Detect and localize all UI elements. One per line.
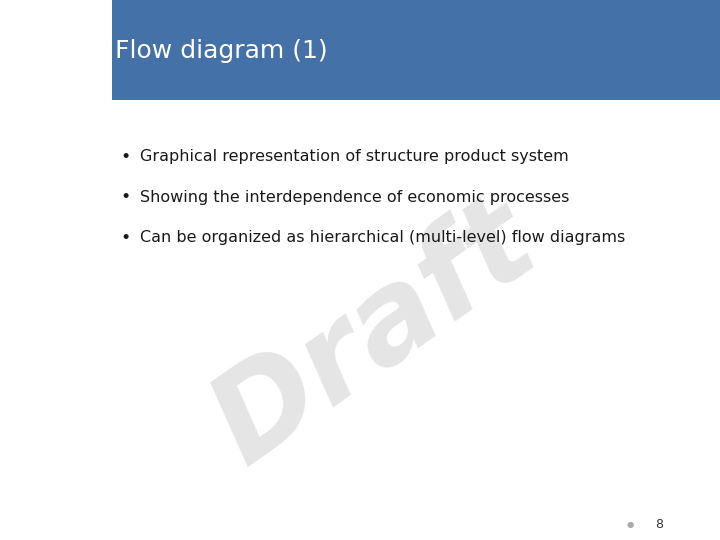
Text: •: • [121,147,131,166]
Text: Showing the interdependence of economic processes: Showing the interdependence of economic … [140,190,570,205]
Text: 8: 8 [654,518,663,531]
Text: •: • [121,228,131,247]
Text: Flow diagram (1): Flow diagram (1) [115,39,328,63]
Text: Draft: Draft [191,181,558,489]
Text: ●: ● [626,521,634,529]
Text: Can be organized as hierarchical (multi-level) flow diagrams: Can be organized as hierarchical (multi-… [140,230,626,245]
Text: Graphical representation of structure product system: Graphical representation of structure pr… [140,149,569,164]
Text: •: • [121,188,131,206]
Bar [112,0,720,100]
